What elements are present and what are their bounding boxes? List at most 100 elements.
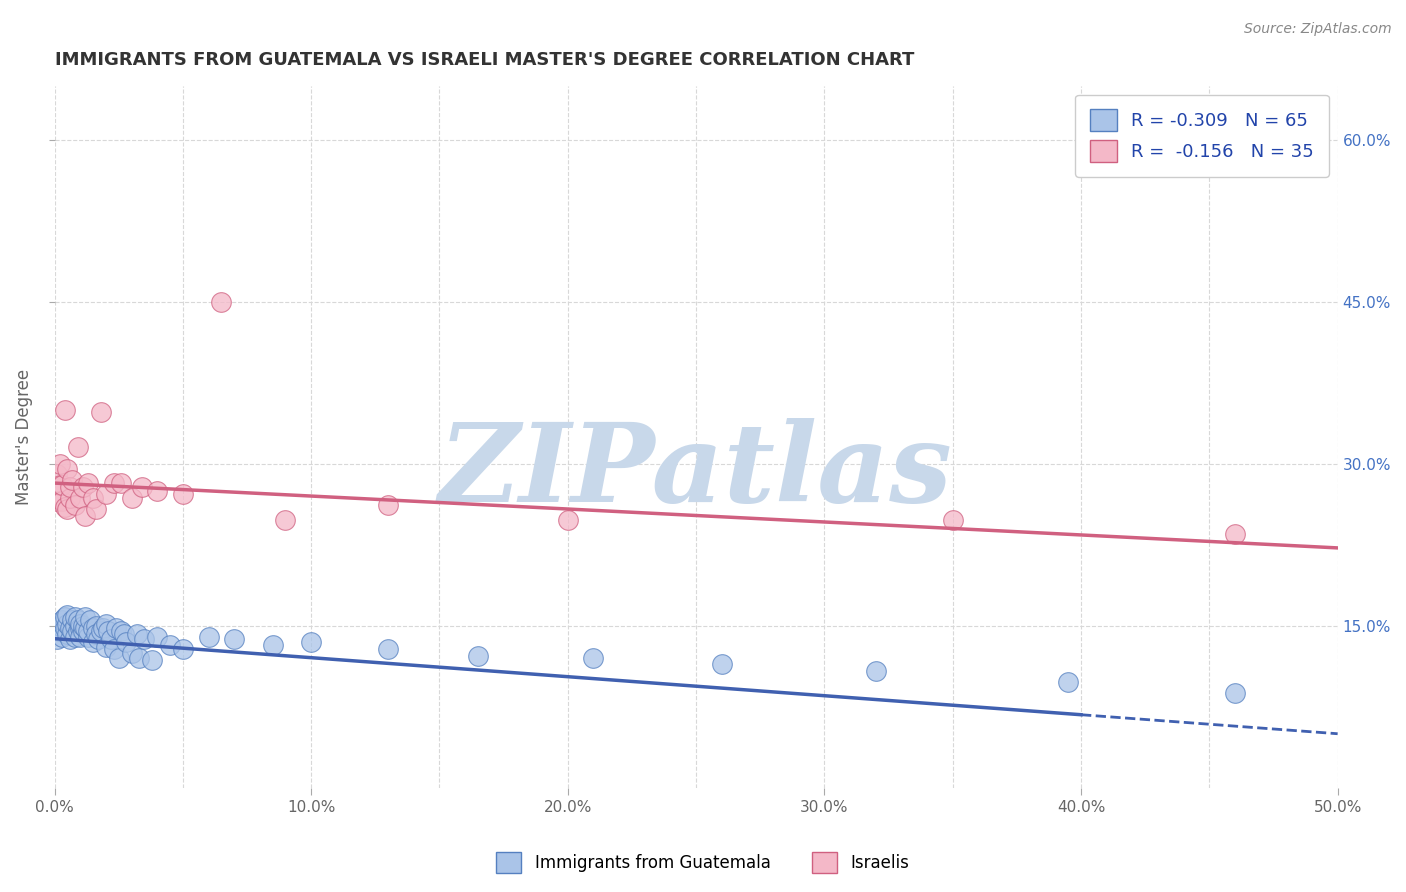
Point <box>72 618 94 632</box>
Point <box>77 630 100 644</box>
Point <box>1223 527 1246 541</box>
Point <box>72 624 94 639</box>
Point <box>865 664 887 678</box>
Point <box>75 508 97 523</box>
Point <box>56 607 79 622</box>
Point <box>942 513 965 527</box>
Point <box>56 616 79 631</box>
Y-axis label: Master's Degree: Master's Degree <box>15 368 32 505</box>
Point <box>224 632 246 646</box>
Point <box>299 635 322 649</box>
Point <box>90 405 112 419</box>
Point <box>90 624 112 639</box>
Text: Source: ZipAtlas.com: Source: ZipAtlas.com <box>1244 22 1392 37</box>
Point <box>172 487 194 501</box>
Point <box>53 621 76 635</box>
Point <box>467 648 489 663</box>
Legend: R = -0.309   N = 65, R =  -0.156   N = 35: R = -0.309 N = 65, R = -0.156 N = 35 <box>1076 95 1329 177</box>
Point <box>75 610 97 624</box>
Point <box>48 457 70 471</box>
Point <box>209 294 232 309</box>
Point <box>110 624 132 639</box>
Point <box>125 627 148 641</box>
Point <box>77 624 100 639</box>
Point <box>62 613 84 627</box>
Point <box>107 651 129 665</box>
Point <box>48 624 70 639</box>
Point <box>63 618 86 632</box>
Point <box>146 483 169 498</box>
Point <box>46 632 69 646</box>
Point <box>75 621 97 635</box>
Point <box>377 642 399 657</box>
Point <box>72 480 94 494</box>
Point <box>46 494 69 508</box>
Point <box>84 627 107 641</box>
Point <box>100 632 122 646</box>
Point <box>141 653 163 667</box>
Point <box>91 621 114 635</box>
Point <box>82 491 104 506</box>
Point <box>110 476 132 491</box>
Point <box>79 613 101 627</box>
Point <box>69 491 91 506</box>
Point <box>62 473 84 487</box>
Point <box>69 630 91 644</box>
Point <box>51 613 73 627</box>
Text: ZIPatlas: ZIPatlas <box>439 418 953 525</box>
Point <box>53 610 76 624</box>
Point <box>84 502 107 516</box>
Point <box>134 632 156 646</box>
Point <box>377 498 399 512</box>
Point <box>94 487 117 501</box>
Point <box>710 657 733 671</box>
Point <box>48 618 70 632</box>
Point <box>66 624 89 639</box>
Point <box>115 635 138 649</box>
Point <box>274 513 297 527</box>
Point <box>582 651 605 665</box>
Point <box>82 635 104 649</box>
Point <box>56 502 79 516</box>
Point <box>66 441 89 455</box>
Point <box>66 613 89 627</box>
Point <box>51 630 73 644</box>
Point <box>128 651 150 665</box>
Point <box>69 616 91 631</box>
Point <box>48 478 70 492</box>
Point <box>63 610 86 624</box>
Point <box>56 462 79 476</box>
Text: IMMIGRANTS FROM GUATEMALA VS ISRAELI MASTER'S DEGREE CORRELATION CHART: IMMIGRANTS FROM GUATEMALA VS ISRAELI MAS… <box>55 51 914 69</box>
Point <box>1223 686 1246 700</box>
Point <box>103 476 125 491</box>
Point <box>94 616 117 631</box>
Point <box>87 632 110 646</box>
Point <box>56 627 79 641</box>
Point <box>103 642 125 657</box>
Point <box>59 621 82 635</box>
Point <box>557 513 579 527</box>
Point <box>94 640 117 655</box>
Point <box>63 498 86 512</box>
Point <box>121 491 143 506</box>
Point <box>146 630 169 644</box>
Point <box>53 402 76 417</box>
Point <box>59 491 82 506</box>
Point <box>51 494 73 508</box>
Point <box>84 618 107 632</box>
Point <box>105 621 128 635</box>
Point <box>69 621 91 635</box>
Point <box>1057 674 1080 689</box>
Point <box>82 621 104 635</box>
Point <box>62 624 84 639</box>
Point <box>159 638 181 652</box>
Point <box>53 500 76 514</box>
Point <box>172 642 194 657</box>
Point <box>262 638 284 652</box>
Point <box>197 630 219 644</box>
Point <box>63 630 86 644</box>
Point <box>51 478 73 492</box>
Point <box>112 627 135 641</box>
Point <box>59 480 82 494</box>
Point <box>131 480 153 494</box>
